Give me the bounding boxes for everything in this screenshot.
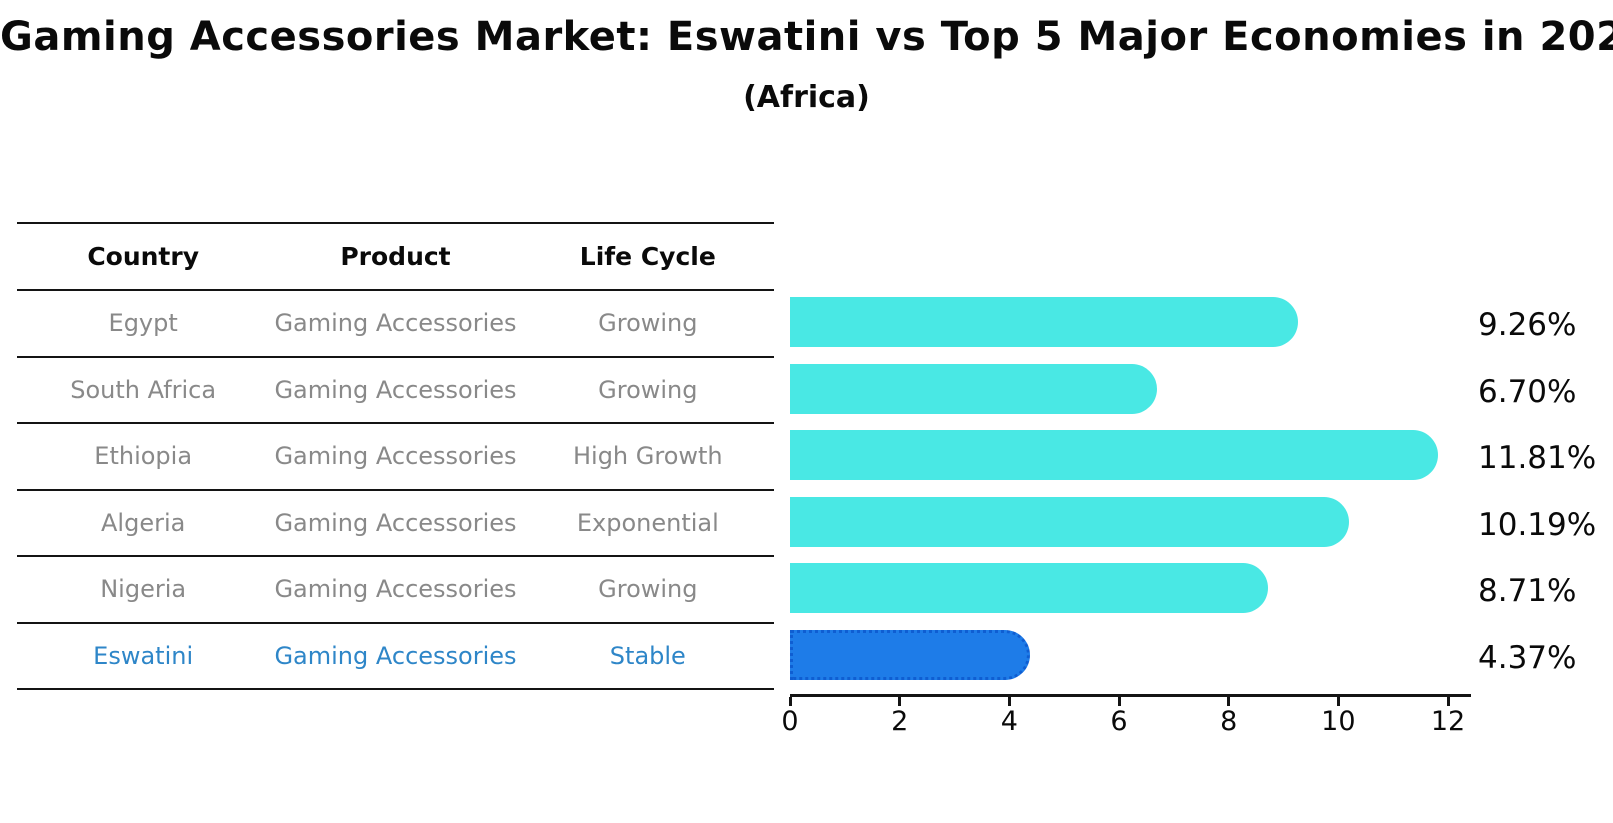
table-cell-product: Gaming Accessories <box>274 309 517 338</box>
table-cell-country: Eswatini <box>93 641 194 670</box>
table-cell-lifecycle: High Growth <box>572 442 723 471</box>
bar-value-label-nigeria: 8.71% <box>1478 573 1577 610</box>
table-row-south-africa: South Africa Gaming Accessories Growing <box>17 358 774 424</box>
table-header-row: Country Product Life Cycle <box>17 224 774 291</box>
bar-value-label-south-africa: 6.70% <box>1478 373 1577 410</box>
bar-value-label-ethiopia: 11.81% <box>1478 440 1597 477</box>
table-header-lifecycle: Life Cycle <box>579 242 716 271</box>
x-axis-tick <box>1117 697 1121 706</box>
bar-ethiopia <box>790 430 1438 481</box>
table-row-nigeria: Nigeria Gaming Accessories Growing <box>17 557 774 624</box>
table-cell-lifecycle: Growing <box>598 575 698 604</box>
x-axis-tick-label: 2 <box>891 706 909 737</box>
bar-egypt <box>790 297 1298 348</box>
table-cell-lifecycle: Stable <box>609 641 686 670</box>
x-axis-tick <box>788 697 792 706</box>
chart-subtitle: (Africa) <box>743 80 870 115</box>
x-axis-tick-label: 8 <box>1220 706 1238 737</box>
table-cell-country: Nigeria <box>100 575 187 604</box>
x-axis-tick <box>898 697 902 706</box>
table-cell-product: Gaming Accessories <box>274 508 517 537</box>
x-axis-tick <box>1007 697 1011 706</box>
table-cell-lifecycle: Growing <box>598 375 698 404</box>
table-cell-product: Gaming Accessories <box>274 375 517 404</box>
bar-value-label-algeria: 10.19% <box>1478 506 1597 543</box>
bar-value-label-egypt: 9.26% <box>1478 307 1577 344</box>
x-axis-tick-label: 6 <box>1110 706 1128 737</box>
data-table: Country Product Life Cycle Egypt Gaming A… <box>17 222 774 690</box>
table-cell-product: Gaming Accessories <box>274 641 517 670</box>
x-axis-tick-label: 10 <box>1321 706 1356 737</box>
chart-title: Gaming Accessories Market: Eswatini vs T… <box>0 14 1613 60</box>
x-axis-line <box>790 694 1471 697</box>
table-cell-lifecycle: Exponential <box>576 508 719 537</box>
bar-algeria <box>790 496 1349 547</box>
x-axis-tick <box>1446 697 1450 706</box>
table-row-egypt: Egypt Gaming Accessories Growing <box>17 291 774 358</box>
table-row-algeria: Algeria Gaming Accessories Exponential <box>17 491 774 557</box>
bar-value-label-eswatini: 4.37% <box>1478 639 1577 676</box>
table-cell-product: Gaming Accessories <box>274 575 517 604</box>
x-axis-tick-label: 12 <box>1430 706 1466 737</box>
table-header-product: Product <box>340 242 451 271</box>
table-cell-product: Gaming Accessories <box>274 442 517 471</box>
x-axis-tick-label: 4 <box>1000 706 1018 737</box>
table-row-ethiopia: Ethiopia Gaming Accessories High Growth <box>17 424 774 491</box>
bar-eswatini <box>790 629 1030 680</box>
x-axis-tick <box>1336 697 1340 706</box>
table-header-country: Country <box>87 242 200 271</box>
table-cell-country: Ethiopia <box>94 442 193 471</box>
table-cell-country: Egypt <box>108 309 178 338</box>
table-cell-country: South Africa <box>70 375 217 404</box>
table-body: Egypt Gaming Accessories Growing South Afri… <box>17 291 774 690</box>
table-cell-country: Algeria <box>101 508 186 537</box>
bar-nigeria <box>790 563 1268 614</box>
bar-south-africa <box>790 363 1158 414</box>
table-cell-lifecycle: Growing <box>598 309 698 338</box>
x-axis-tick-label: 0 <box>781 706 799 737</box>
table-row-eswatini: Eswatini Gaming Accessories Stable <box>17 624 774 690</box>
x-axis-tick <box>1227 697 1231 706</box>
